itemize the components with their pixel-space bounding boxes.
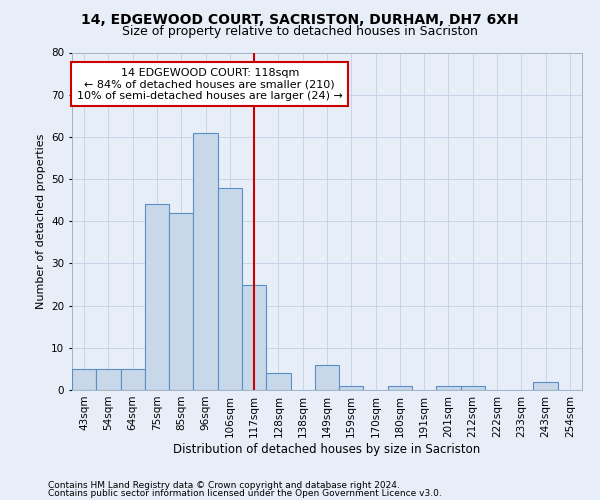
Bar — [339, 386, 364, 390]
Bar — [218, 188, 242, 390]
Bar — [242, 284, 266, 390]
Bar — [72, 369, 96, 390]
Bar — [315, 364, 339, 390]
Bar — [121, 369, 145, 390]
Text: Contains HM Land Registry data © Crown copyright and database right 2024.: Contains HM Land Registry data © Crown c… — [48, 481, 400, 490]
Bar — [388, 386, 412, 390]
Bar — [461, 386, 485, 390]
X-axis label: Distribution of detached houses by size in Sacriston: Distribution of detached houses by size … — [173, 442, 481, 456]
Bar — [436, 386, 461, 390]
Text: Size of property relative to detached houses in Sacriston: Size of property relative to detached ho… — [122, 25, 478, 38]
Bar — [533, 382, 558, 390]
Text: 14 EDGEWOOD COURT: 118sqm
← 84% of detached houses are smaller (210)
10% of semi: 14 EDGEWOOD COURT: 118sqm ← 84% of detac… — [77, 68, 343, 101]
Bar — [169, 213, 193, 390]
Text: 14, EDGEWOOD COURT, SACRISTON, DURHAM, DH7 6XH: 14, EDGEWOOD COURT, SACRISTON, DURHAM, D… — [81, 12, 519, 26]
Bar — [145, 204, 169, 390]
Y-axis label: Number of detached properties: Number of detached properties — [35, 134, 46, 309]
Text: Contains public sector information licensed under the Open Government Licence v3: Contains public sector information licen… — [48, 489, 442, 498]
Bar — [266, 373, 290, 390]
Bar — [193, 132, 218, 390]
Bar — [96, 369, 121, 390]
